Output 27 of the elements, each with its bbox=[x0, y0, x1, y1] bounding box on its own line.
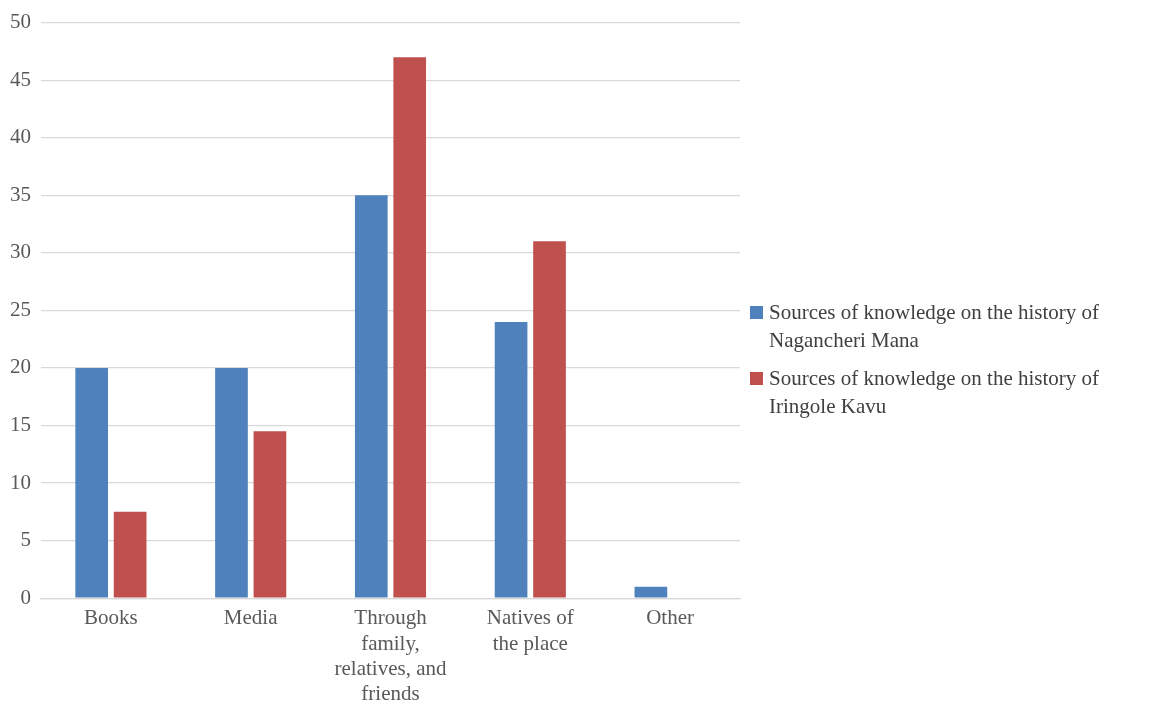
bar bbox=[533, 241, 566, 598]
y-tick-label: 45 bbox=[10, 66, 31, 91]
bar bbox=[113, 511, 147, 598]
bar bbox=[75, 367, 109, 598]
x-tick-label: Media bbox=[223, 605, 279, 630]
bar bbox=[215, 367, 248, 598]
x-tick-label: Books bbox=[84, 605, 138, 630]
bar bbox=[494, 321, 528, 598]
y-tick-label: 40 bbox=[10, 124, 31, 149]
y-tick-label: 10 bbox=[10, 469, 31, 494]
y-tick-label: 35 bbox=[10, 181, 31, 206]
y-tick-label: 25 bbox=[10, 296, 31, 321]
x-tick-label: Other bbox=[646, 605, 695, 630]
legend-label: Sources of knowledge on the history of Iringole Kavu bbox=[769, 365, 1101, 420]
y-tick-label: 5 bbox=[20, 527, 31, 552]
legend-label: Sources of knowledge on the history of Nagancheri Mana bbox=[769, 299, 1101, 354]
bar bbox=[354, 195, 388, 598]
y-tick-label: 50 bbox=[10, 9, 31, 34]
y-tick-label: 0 bbox=[20, 584, 31, 609]
y-tick-label: 30 bbox=[10, 239, 31, 264]
bar bbox=[393, 57, 427, 598]
y-tick-label: 20 bbox=[10, 354, 31, 379]
bar bbox=[634, 586, 668, 598]
y-tick-label: 15 bbox=[10, 412, 31, 437]
x-tick-label: Natives of the place bbox=[486, 605, 574, 655]
x-tick-label: Through family, relatives, and friends bbox=[334, 605, 447, 705]
bar bbox=[253, 431, 287, 598]
